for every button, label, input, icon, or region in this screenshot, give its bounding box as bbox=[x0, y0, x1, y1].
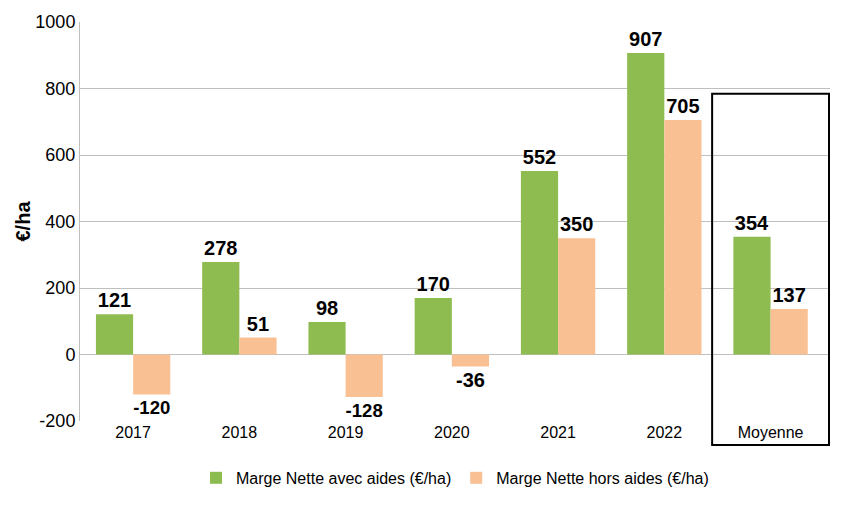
svg-text:278: 278 bbox=[204, 237, 237, 259]
svg-text:552: 552 bbox=[523, 146, 556, 168]
svg-text:2020: 2020 bbox=[434, 424, 470, 441]
svg-text:98: 98 bbox=[316, 297, 338, 319]
svg-text:137: 137 bbox=[772, 284, 805, 306]
svg-text:-128: -128 bbox=[346, 400, 383, 421]
svg-text:1000: 1000 bbox=[35, 12, 75, 32]
svg-text:Moyenne: Moyenne bbox=[738, 424, 804, 441]
svg-text:2019: 2019 bbox=[328, 424, 364, 441]
svg-text:2021: 2021 bbox=[540, 424, 576, 441]
svg-text:705: 705 bbox=[666, 95, 699, 117]
svg-text:0: 0 bbox=[65, 345, 75, 365]
svg-text:2018: 2018 bbox=[222, 424, 258, 441]
svg-text:200: 200 bbox=[45, 278, 75, 298]
svg-text:-200: -200 bbox=[39, 411, 75, 431]
svg-text:907: 907 bbox=[629, 28, 662, 50]
svg-text:354: 354 bbox=[735, 212, 769, 234]
svg-text:€/ha: €/ha bbox=[12, 201, 34, 242]
svg-text:-120: -120 bbox=[133, 397, 170, 418]
svg-text:Marge Nette hors aides (€/ha): Marge Nette hors aides (€/ha) bbox=[496, 470, 709, 487]
svg-text:Marge Nette avec aides (€/ha): Marge Nette avec aides (€/ha) bbox=[236, 470, 451, 487]
svg-text:-36: -36 bbox=[456, 369, 485, 391]
svg-text:2022: 2022 bbox=[647, 424, 683, 441]
svg-text:2017: 2017 bbox=[115, 424, 151, 441]
svg-text:400: 400 bbox=[45, 212, 75, 232]
svg-text:350: 350 bbox=[560, 213, 593, 235]
svg-text:121: 121 bbox=[98, 289, 131, 311]
svg-text:600: 600 bbox=[45, 145, 75, 165]
svg-text:51: 51 bbox=[247, 313, 269, 335]
svg-text:170: 170 bbox=[417, 273, 450, 295]
svg-text:800: 800 bbox=[45, 79, 75, 99]
